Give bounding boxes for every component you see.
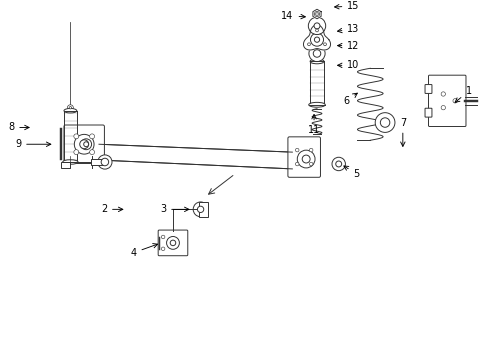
Circle shape [161,247,164,251]
Circle shape [315,13,318,15]
Ellipse shape [64,108,77,113]
FancyBboxPatch shape [427,75,465,126]
Text: 2: 2 [101,204,122,214]
FancyBboxPatch shape [287,137,320,177]
Ellipse shape [309,59,323,64]
Bar [64,111,77,162]
Bar [309,61,323,105]
Ellipse shape [62,160,78,164]
Polygon shape [303,25,330,50]
Circle shape [335,161,341,167]
Text: 15: 15 [334,1,359,11]
Circle shape [374,113,394,132]
Circle shape [380,118,389,127]
Circle shape [302,155,309,163]
Circle shape [69,107,71,109]
Circle shape [98,155,112,169]
Text: 10: 10 [337,60,359,70]
Circle shape [313,23,319,29]
Text: 7: 7 [399,117,405,147]
Circle shape [452,99,456,103]
Circle shape [101,158,108,166]
Circle shape [74,134,94,154]
Circle shape [331,157,345,171]
Circle shape [307,43,310,46]
Circle shape [310,33,323,46]
Ellipse shape [308,102,325,107]
Circle shape [323,43,326,46]
Circle shape [197,206,203,212]
Circle shape [308,45,325,62]
Circle shape [89,134,94,139]
Circle shape [170,240,175,246]
Text: 14: 14 [281,11,305,21]
Text: 1: 1 [454,86,471,102]
Circle shape [440,92,445,96]
Circle shape [74,150,79,154]
Text: 5: 5 [343,166,359,179]
Circle shape [193,202,207,217]
Circle shape [309,148,312,152]
Text: 3: 3 [160,204,188,214]
Bar [91,159,102,165]
Polygon shape [99,144,292,169]
Circle shape [81,139,91,150]
Text: 9: 9 [15,139,51,149]
Circle shape [89,150,94,154]
Circle shape [440,105,445,110]
Polygon shape [312,9,321,19]
Circle shape [313,50,320,57]
Bar [61,162,70,168]
FancyBboxPatch shape [64,125,104,163]
Circle shape [166,237,179,249]
Circle shape [297,150,314,168]
Text: 4: 4 [130,244,157,258]
Circle shape [314,12,319,17]
Circle shape [80,140,88,149]
FancyBboxPatch shape [424,108,431,117]
Text: 11: 11 [307,114,320,135]
Circle shape [83,142,88,147]
Text: 12: 12 [337,41,359,51]
Circle shape [74,134,79,139]
FancyBboxPatch shape [158,230,187,256]
Circle shape [308,17,325,35]
Circle shape [295,162,298,166]
Text: 13: 13 [337,24,359,34]
Bar [198,202,208,217]
Circle shape [295,148,298,152]
Circle shape [67,105,73,111]
Circle shape [314,37,319,42]
Text: 8: 8 [8,122,29,132]
Text: 6: 6 [343,93,357,106]
Circle shape [315,29,318,32]
Circle shape [309,162,312,166]
Circle shape [161,235,164,239]
FancyBboxPatch shape [424,85,431,94]
